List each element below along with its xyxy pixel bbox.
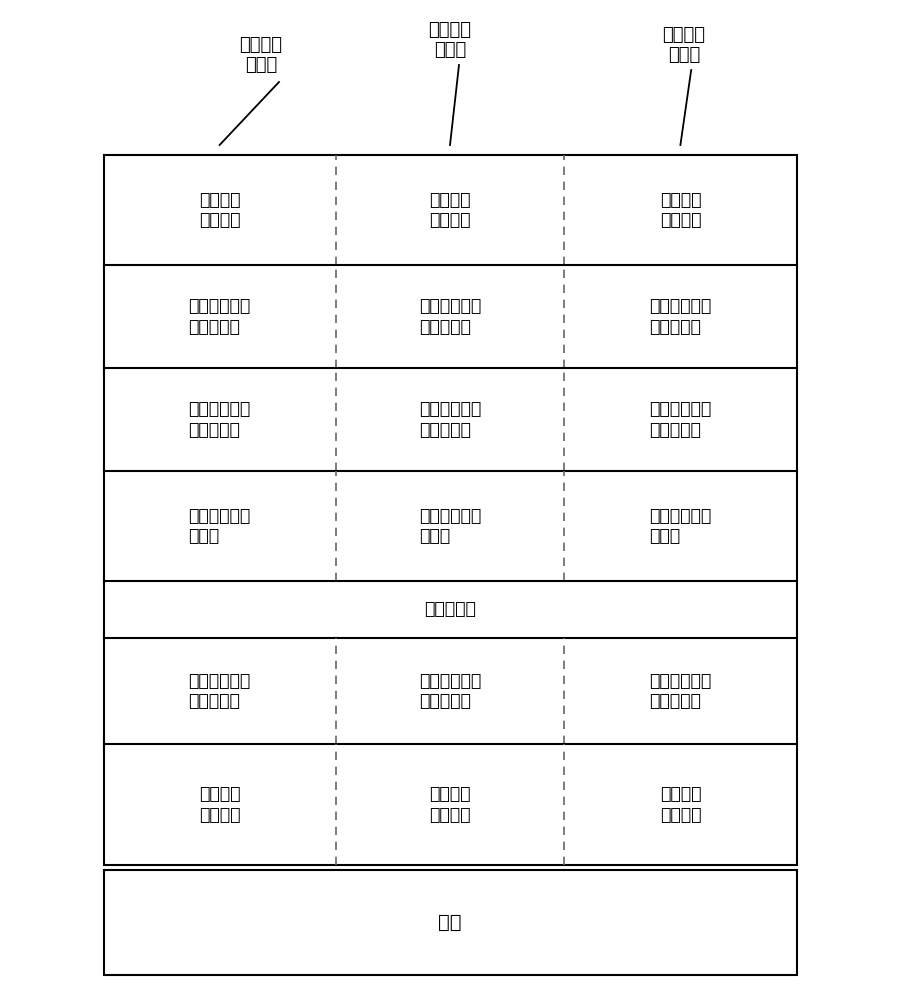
Text: 红色光子
单元阴极: 红色光子 单元阴极 [660,785,701,824]
Text: 绿色光子单元
空穴传输层: 绿色光子单元 空穴传输层 [418,400,482,439]
Bar [104,870,796,975]
Text: 蓝色光子
单元阳极: 蓝色光子 单元阳极 [199,191,240,229]
Text: 红色光子单元
空穴传输层: 红色光子单元 空穴传输层 [649,400,712,439]
Text: 绿色光子单元
发光层: 绿色光子单元 发光层 [418,507,482,545]
Text: 基板: 基板 [438,913,462,932]
Text: 蓝色光子单元
空穴注入层: 蓝色光子单元 空穴注入层 [188,297,251,336]
Text: 红色光子单元
空穴注入层: 红色光子单元 空穴注入层 [649,297,712,336]
Text: 红色光子单元
发光层: 红色光子单元 发光层 [649,507,712,545]
Text: 蓝色光子单元
电子传输层: 蓝色光子单元 电子传输层 [188,672,251,710]
Text: 红色光子单元
电子传输层: 红色光子单元 电子传输层 [649,672,712,710]
Text: 绿色光子
单元阴极: 绿色光子 单元阴极 [429,785,471,824]
Text: 红色光子
单元阳极: 红色光子 单元阳极 [660,191,701,229]
Text: 蓝色光子
单元阴极: 蓝色光子 单元阴极 [199,785,240,824]
Text: 界面修饰层: 界面修饰层 [424,600,476,618]
Text: 绿色光子单元
电子传输层: 绿色光子单元 电子传输层 [418,672,482,710]
Bar [104,155,796,865]
Text: 红色发光
子单元: 红色发光 子单元 [662,26,706,64]
Text: 绿色发光
子单元: 绿色发光 子单元 [428,21,472,59]
Text: 蓝色发光
子单元: 蓝色发光 子单元 [239,36,283,74]
Text: 绿色光子单元
空穴注入层: 绿色光子单元 空穴注入层 [418,297,482,336]
Text: 蓝色光子单元
发光层: 蓝色光子单元 发光层 [188,507,251,545]
Text: 蓝色光子单元
空穴传输层: 蓝色光子单元 空穴传输层 [188,400,251,439]
Text: 绿色光子
单元阳极: 绿色光子 单元阳极 [429,191,471,229]
